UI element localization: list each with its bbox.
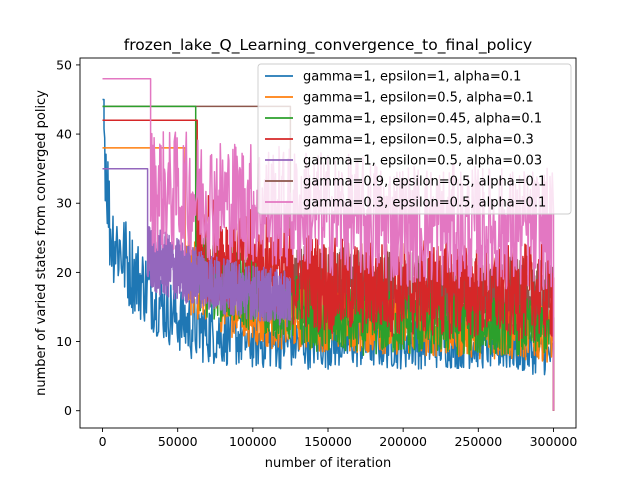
y-tick-label: 50 (56, 57, 72, 72)
x-tick-label: 50000 (158, 434, 198, 449)
series-line (102, 119, 555, 411)
y-tick-label: 20 (56, 265, 72, 280)
x-tick-label: 150000 (304, 434, 352, 449)
x-tick-label: 100000 (229, 434, 277, 449)
y-axis: 0 10 20 30 40 50 (56, 57, 80, 418)
x-tick-label: 300000 (530, 434, 578, 449)
legend-box (257, 63, 572, 215)
legend-entry: gamma=1, epsilon=0.5, alpha=0.3 (303, 133, 534, 148)
x-axis: 0 50000 100000 150000 200000 250000 300000 (99, 428, 578, 449)
y-axis-label: number of varied states from converged p… (34, 90, 49, 396)
series-line (102, 167, 292, 328)
legend-entry: gamma=0.3, epsilon=0.5, alpha=0.1 (303, 196, 546, 211)
series-layer (102, 77, 555, 411)
chart-title: frozen_lake_Q_Learning_convergence_to_fi… (124, 36, 532, 55)
x-axis-label: number of iteration (265, 456, 391, 471)
legend-entry: gamma=1, epsilon=0.5, alpha=0.03 (303, 154, 542, 169)
x-tick-label: 0 (99, 434, 107, 449)
y-tick-label: 0 (64, 403, 72, 418)
legend-entry: gamma=1, epsilon=1, alpha=0.1 (303, 70, 521, 85)
y-tick-label: 10 (56, 334, 72, 349)
legend-entry: gamma=1, epsilon=0.5, alpha=0.1 (303, 91, 534, 106)
legend-entry: gamma=1, epsilon=0.45, alpha=0.1 (303, 112, 542, 127)
legend: gamma=1, epsilon=1, alpha=0.1 gamma=1, ep… (257, 63, 572, 215)
x-tick-label: 250000 (454, 434, 502, 449)
y-tick-label: 40 (56, 127, 72, 142)
x-tick-label: 200000 (379, 434, 427, 449)
y-tick-label: 30 (56, 196, 72, 211)
series-line (102, 77, 555, 411)
legend-entry: gamma=0.9, epsilon=0.5, alpha=0.1 (303, 175, 546, 190)
